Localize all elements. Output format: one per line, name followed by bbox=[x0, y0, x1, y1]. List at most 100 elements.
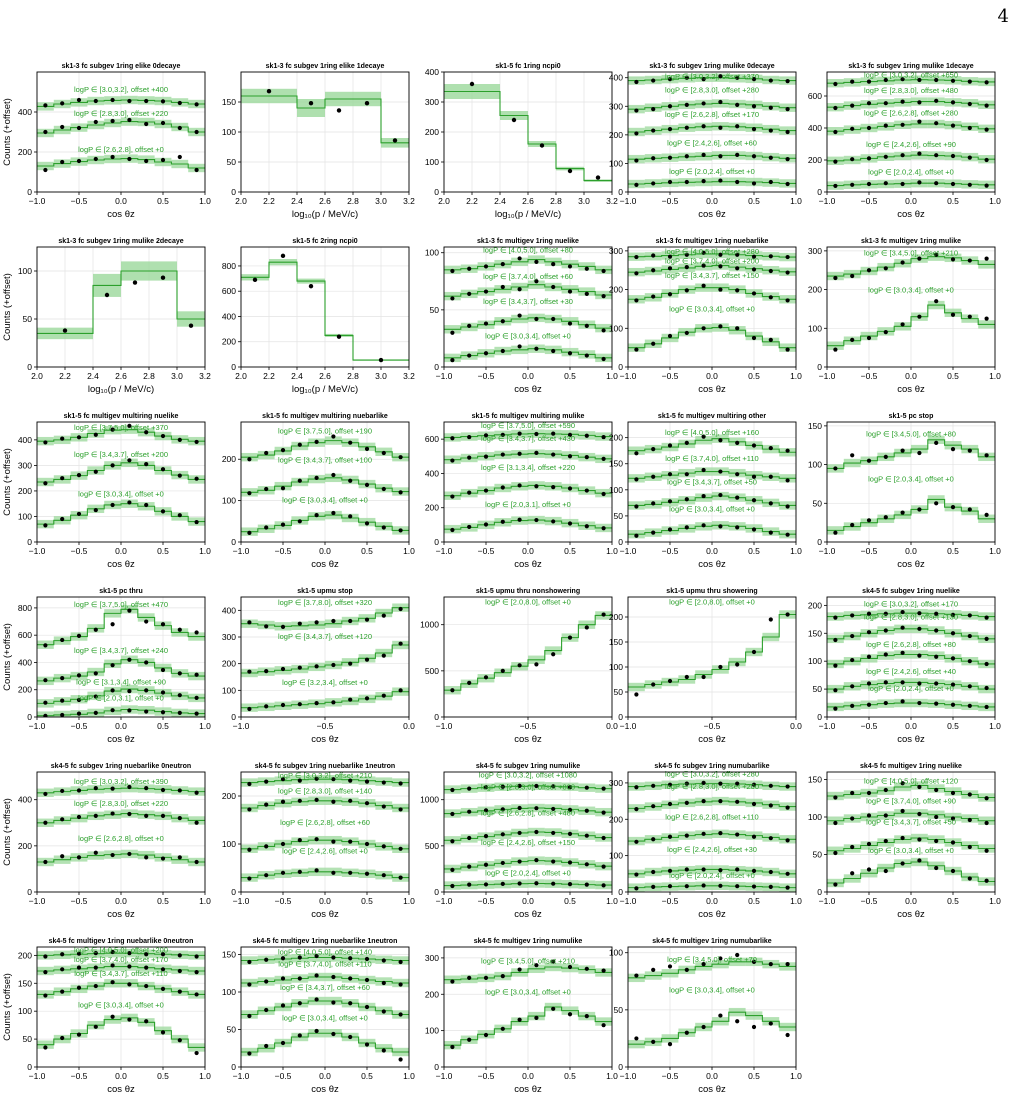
data-point bbox=[127, 500, 132, 505]
model-histogram bbox=[241, 976, 409, 984]
plot-area bbox=[241, 88, 409, 148]
data-point bbox=[381, 653, 386, 658]
data-point bbox=[667, 254, 673, 259]
subplot-23: sk4-5 fc subgev 1ring numulike −1.0 −0.5 0.… bbox=[420, 763, 618, 920]
series-annotation: logP ∈ [3.4,3.7], offset +50 bbox=[866, 818, 956, 827]
data-point bbox=[634, 504, 639, 509]
data-point bbox=[567, 831, 573, 836]
data-point bbox=[701, 1024, 706, 1030]
data-point bbox=[751, 267, 757, 272]
data-point bbox=[917, 858, 922, 863]
data-point bbox=[398, 807, 403, 812]
subplot-title: sk1-5 fc multigev multiring nuebarlike bbox=[262, 413, 388, 420]
data-point bbox=[297, 478, 302, 483]
data-point bbox=[247, 669, 252, 674]
data-point bbox=[567, 168, 573, 174]
x-axis-label: cos θz bbox=[514, 559, 542, 570]
x-tick-label: 2.8 bbox=[347, 371, 359, 381]
data-point bbox=[517, 1017, 522, 1022]
x-tick-label: 1.0 bbox=[790, 196, 802, 206]
series-annotation: logP ∈ [3.4,3.7], offset +150 bbox=[665, 271, 759, 280]
data-point bbox=[314, 868, 319, 873]
data-point bbox=[684, 800, 689, 806]
data-point bbox=[110, 708, 115, 713]
data-point bbox=[500, 832, 505, 837]
x-tick-label: 1.0 bbox=[989, 896, 1001, 906]
model-histogram bbox=[628, 495, 796, 507]
x-tick-label: 0.5 bbox=[947, 896, 959, 906]
x-tick-label: 1.0 bbox=[606, 896, 618, 906]
axes-frame bbox=[826, 421, 996, 543]
data-point bbox=[364, 956, 370, 962]
model-histogram bbox=[241, 1000, 409, 1016]
series-annotation: logP ∈ [3.4,3.7], offset +100 bbox=[278, 456, 372, 465]
data-point bbox=[735, 1019, 740, 1024]
data-point bbox=[866, 458, 872, 463]
subplot-title: sk1-5 pc thru bbox=[99, 588, 143, 595]
x-axis-label: cos θz bbox=[897, 909, 925, 920]
axes-frame bbox=[826, 71, 996, 193]
x-axis-label: log₁₀(p / MeV/c) bbox=[88, 384, 154, 395]
model-histogram bbox=[37, 158, 205, 169]
data-point bbox=[127, 688, 132, 694]
y-tick-label: 100 bbox=[425, 248, 439, 258]
series-annotation: logP ∈ [2.0,8.0], offset +0 bbox=[669, 598, 755, 607]
data-point bbox=[500, 284, 505, 290]
y-tick-label: 100 bbox=[808, 812, 822, 822]
data-point bbox=[718, 154, 723, 159]
axes-frame bbox=[36, 596, 206, 718]
data-point bbox=[76, 711, 82, 716]
data-point bbox=[93, 813, 98, 818]
data-point bbox=[160, 622, 166, 627]
data-point bbox=[584, 833, 589, 838]
x-tick-label: 0.0 bbox=[319, 1071, 331, 1081]
x-tick-label: −1.0 bbox=[819, 371, 836, 381]
data-point bbox=[833, 615, 838, 620]
data-point bbox=[984, 127, 989, 132]
x-tick-label: 0.5 bbox=[748, 196, 760, 206]
model-histogram bbox=[827, 154, 995, 162]
data-point bbox=[348, 956, 353, 961]
axes-frame bbox=[36, 946, 206, 1068]
data-point bbox=[833, 688, 838, 693]
data-point bbox=[398, 641, 403, 646]
data-point bbox=[551, 859, 556, 864]
model-histogram bbox=[827, 812, 995, 822]
x-tick-label: 0.5 bbox=[564, 546, 576, 556]
data-point bbox=[297, 869, 302, 874]
plot-area bbox=[444, 959, 612, 1050]
data-point bbox=[584, 433, 589, 438]
data-point bbox=[127, 117, 132, 123]
data-point bbox=[900, 625, 905, 630]
data-point bbox=[850, 273, 855, 279]
data-point bbox=[450, 883, 455, 889]
subplot-4: sk1-3 fc subgev 1ring mulike 0decaye −1.0… bbox=[609, 63, 802, 220]
data-point bbox=[264, 1043, 269, 1049]
x-tick-label: 3.2 bbox=[606, 196, 618, 206]
data-point bbox=[934, 628, 939, 633]
x-tick-label: 1.0 bbox=[403, 1071, 415, 1081]
data-point bbox=[984, 661, 989, 667]
axes-frame bbox=[240, 596, 410, 718]
data-point bbox=[751, 104, 757, 109]
data-point bbox=[601, 883, 606, 888]
x-tick-label: 2.0 bbox=[31, 371, 43, 381]
data-point bbox=[127, 951, 132, 956]
data-point bbox=[551, 959, 556, 964]
y-tick-label: 150 bbox=[18, 978, 32, 988]
x-axis-label: cos θz bbox=[897, 559, 925, 570]
data-point bbox=[934, 440, 939, 446]
y-tick-label: 200 bbox=[808, 285, 822, 295]
plot-area bbox=[241, 434, 409, 536]
data-point bbox=[500, 485, 505, 490]
y-tick-label: 200 bbox=[222, 337, 236, 347]
series-annotation: logP ∈ [2.0,3.1], offset +0 bbox=[485, 500, 571, 509]
data-point bbox=[364, 617, 370, 622]
data-point bbox=[984, 820, 989, 826]
data-point bbox=[76, 788, 82, 793]
data-point bbox=[60, 1035, 65, 1041]
data-point bbox=[534, 806, 539, 811]
data-point bbox=[950, 505, 956, 510]
subplot-19: sk1-5 upmu thru showering−1.0 −0.5 0.00501… bbox=[609, 588, 802, 745]
data-point bbox=[984, 878, 989, 883]
